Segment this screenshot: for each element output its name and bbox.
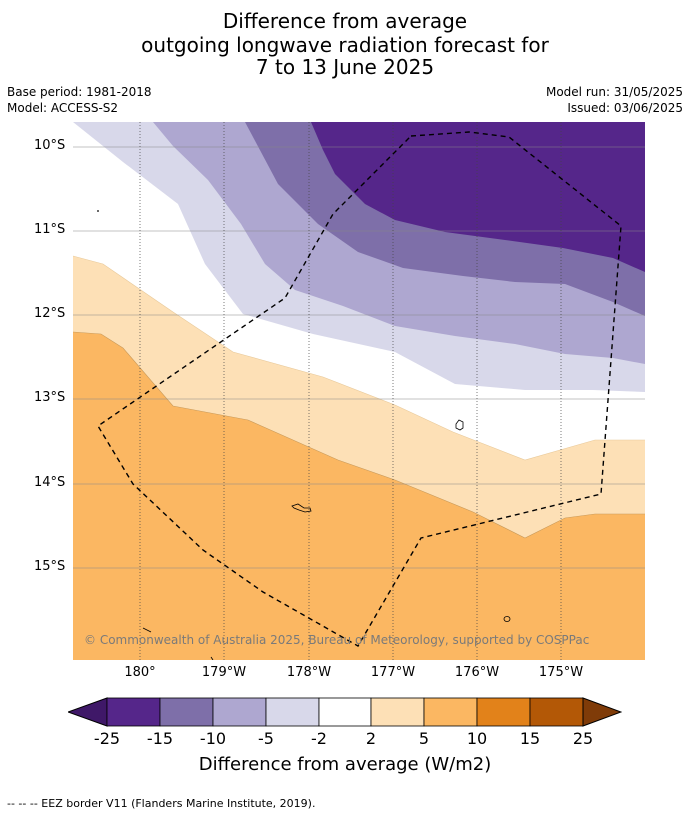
band-negative-15-25: [311, 122, 645, 272]
model-run-label: Model run: 31/05/2025: [545, 85, 683, 99]
colorbar-tick-neg25: -25: [93, 729, 121, 748]
lon-label-176w: 176°W: [454, 665, 500, 680]
lat-label-12s: 12°S: [34, 306, 66, 321]
meta-right: Model run: 31/05/2025 Issued: 03/06/2025: [546, 84, 683, 116]
latitude-gridlines: [73, 146, 645, 569]
eez-border: [97, 131, 622, 647]
colorbar-segment-1: [106, 697, 161, 727]
lat-label-10s: 10°S: [34, 138, 66, 153]
colorbar-extend-high: [582, 697, 622, 727]
colorbar: [68, 697, 622, 727]
colorbar-segment-8: [476, 697, 531, 727]
colorbar-tick-neg15: -15: [146, 729, 174, 748]
colorbar-tick-10: 10: [466, 729, 488, 748]
colorbar-title: Difference from average (W/m2): [198, 754, 492, 775]
chart-title-line-2: outgoing longwave radiation forecast for: [141, 33, 549, 57]
reef-south: [210, 656, 214, 660]
lat-label-11s: 11°S: [34, 222, 66, 237]
lon-label-175w: 175°W: [538, 665, 584, 680]
lon-label-177w: 177°W: [370, 665, 416, 680]
map-panel: [73, 122, 645, 660]
contour-line-2: [73, 331, 645, 539]
copyright-notice: © Commonwealth of Australia 2025, Bureau…: [84, 633, 590, 647]
island-south: [503, 616, 511, 622]
base-period-label: Base period: 1981-2018: [7, 85, 152, 99]
lat-label-13s: 13°S: [34, 390, 66, 405]
eez-legend-footer: -- -- -- EEZ border V11 (Flanders Marine…: [7, 797, 316, 810]
lon-label-178w: 178°W: [286, 665, 332, 680]
colorbar-tick-5: 5: [418, 729, 430, 748]
model-label: Model: ACCESS-S2: [7, 101, 119, 115]
reef-southwest: [142, 627, 152, 633]
colorbar-segment-7: [423, 697, 478, 727]
colorbar-segment-3: [212, 697, 267, 727]
colorbar-tick-neg10: -10: [199, 729, 227, 748]
colorbar-segment-9: [529, 697, 584, 727]
colorbar-segment-4: [265, 697, 320, 727]
colorbar-tick-2: 2: [365, 729, 377, 748]
colorbar-tick-25: 25: [572, 729, 594, 748]
chart-title-line-3: 7 to 13 June 2025: [255, 55, 435, 79]
colorbar-extend-low: [68, 697, 108, 727]
colorbar-tick-15: 15: [519, 729, 541, 748]
lon-label-180: 180°: [124, 665, 156, 680]
colorbar-segment-6: [370, 697, 425, 727]
colorbar-tick-neg2: -2: [311, 729, 327, 748]
lat-label-15s: 15°S: [34, 559, 66, 574]
islet-northwest: [97, 210, 99, 212]
meta-left: Base period: 1981-2018 Model: ACCESS-S2: [7, 84, 152, 116]
contour-line-neutral: [73, 255, 645, 461]
colorbar-segment-2: [159, 697, 214, 727]
lat-label-14s: 14°S: [34, 475, 66, 490]
colorbar-tick-neg5: -5: [258, 729, 274, 748]
island-east: [455, 419, 464, 431]
lon-label-179w: 179°W: [201, 665, 247, 680]
colorbar-segment-5: [318, 697, 372, 727]
issued-label: Issued: 03/06/2025: [567, 101, 683, 115]
chart-title-line-1: Difference from average: [222, 9, 468, 33]
island-central: [291, 503, 312, 513]
